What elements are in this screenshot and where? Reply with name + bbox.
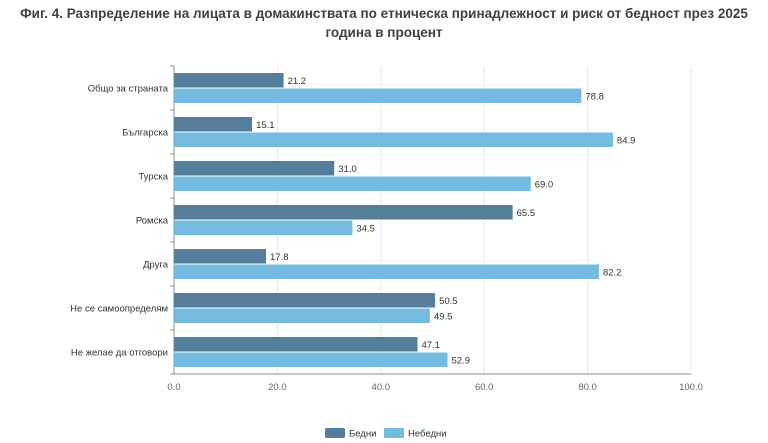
- x-tick-label: 40.0: [372, 382, 391, 393]
- category-label: Не желае да отговори: [71, 348, 168, 359]
- bar-poor: [174, 205, 513, 220]
- x-tick-label: 60.0: [475, 382, 494, 393]
- chart-title-line-2: година в процент: [325, 25, 443, 40]
- category-label: Общо за страната: [88, 84, 169, 95]
- bar-nonpoor: [174, 132, 613, 147]
- category-label: Друга: [143, 260, 169, 271]
- legend-swatch-poor: [325, 428, 345, 438]
- bar-nonpoor: [174, 220, 353, 235]
- legend-swatch-nonpoor: [384, 428, 404, 438]
- bar-poor: [174, 337, 418, 352]
- x-tick-label: 80.0: [578, 382, 597, 393]
- data-label: 21.2: [288, 76, 307, 87]
- data-label: 84.9: [617, 135, 636, 146]
- data-label: 78.8: [585, 91, 604, 102]
- bar-poor: [174, 117, 253, 132]
- bar-poor: [174, 293, 436, 308]
- category-label: Българска: [122, 128, 169, 139]
- data-label: 52.9: [451, 355, 470, 366]
- chart-title-line-1: Фиг. 4. Разпределение на лицата в домаки…: [20, 6, 748, 21]
- category-label: Турска: [138, 172, 168, 183]
- data-label: 82.2: [603, 267, 622, 278]
- bar-poor: [174, 161, 335, 176]
- x-tick-label: 20.0: [268, 382, 287, 393]
- data-label: 47.1: [422, 340, 441, 351]
- bar-poor: [174, 249, 267, 264]
- data-label: 49.5: [434, 311, 453, 322]
- bar-nonpoor: [174, 308, 430, 323]
- bar-poor: [174, 73, 284, 88]
- legend-label-poor: Бедни: [349, 429, 376, 440]
- data-label: 17.8: [270, 252, 289, 263]
- bar-nonpoor: [174, 88, 582, 103]
- data-label: 50.5: [439, 296, 458, 307]
- data-label: 15.1: [256, 120, 275, 131]
- data-label: 31.0: [338, 164, 357, 175]
- category-label: Не се самоопределям: [70, 304, 168, 315]
- data-label: 69.0: [535, 179, 554, 190]
- bar-nonpoor: [174, 352, 448, 367]
- data-label: 65.5: [517, 208, 536, 219]
- bar-nonpoor: [174, 176, 531, 191]
- data-label: 34.5: [356, 223, 375, 234]
- category-label: Ромска: [136, 216, 169, 227]
- legend-label-nonpoor: Небедни: [408, 429, 447, 440]
- x-tick-label: 100.0: [679, 382, 703, 393]
- bar-nonpoor: [174, 264, 599, 279]
- x-tick-label: 0.0: [167, 382, 180, 393]
- chart-title: Фиг. 4. Разпределение на лицата в домаки…: [0, 4, 768, 42]
